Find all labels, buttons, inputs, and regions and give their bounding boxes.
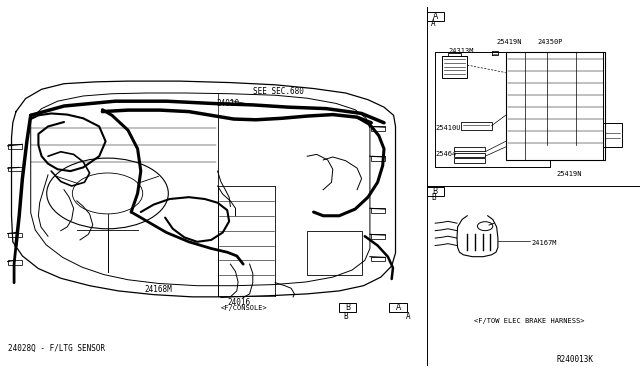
Text: B: B — [433, 187, 438, 196]
Bar — [461, 122, 492, 130]
Bar — [371, 234, 385, 239]
Text: A: A — [433, 12, 438, 21]
Text: <F/CONSOLE>: <F/CONSOLE> — [221, 305, 268, 311]
Text: 25410U: 25410U — [435, 125, 461, 131]
Text: B: B — [431, 193, 436, 202]
Bar — [454, 158, 485, 163]
Bar — [454, 147, 485, 151]
Text: B: B — [343, 312, 348, 321]
Text: 24313M: 24313M — [448, 48, 474, 54]
Bar — [371, 126, 385, 131]
Text: 24168M: 24168M — [144, 285, 172, 294]
Text: B: B — [345, 303, 350, 312]
Text: 24167M: 24167M — [531, 240, 557, 246]
Bar — [8, 144, 22, 149]
Text: 25419N: 25419N — [496, 39, 522, 45]
Text: 25419N: 25419N — [557, 171, 582, 177]
Text: A: A — [396, 303, 401, 312]
Text: A: A — [406, 312, 411, 321]
Text: 24350P: 24350P — [538, 39, 563, 45]
Text: A: A — [431, 19, 436, 28]
Text: 24016: 24016 — [227, 298, 250, 307]
Bar — [8, 260, 22, 265]
Bar — [506, 52, 605, 160]
Bar — [307, 231, 362, 275]
Text: SEE SEC.680: SEE SEC.680 — [253, 87, 303, 96]
Bar — [8, 232, 22, 237]
Text: R240013K: R240013K — [557, 355, 594, 364]
Text: <F/TOW ELEC BRAKE HARNESS>: <F/TOW ELEC BRAKE HARNESS> — [474, 318, 584, 324]
Text: 24028Q - F/LTG SENSOR: 24028Q - F/LTG SENSOR — [8, 344, 105, 353]
Bar — [603, 123, 622, 147]
Bar — [454, 153, 485, 157]
Bar — [371, 156, 385, 161]
Bar — [371, 257, 385, 261]
Bar — [8, 167, 22, 171]
Bar — [442, 56, 467, 78]
Text: 24010: 24010 — [216, 99, 239, 108]
Bar — [371, 208, 385, 213]
Text: 25464: 25464 — [435, 151, 456, 157]
